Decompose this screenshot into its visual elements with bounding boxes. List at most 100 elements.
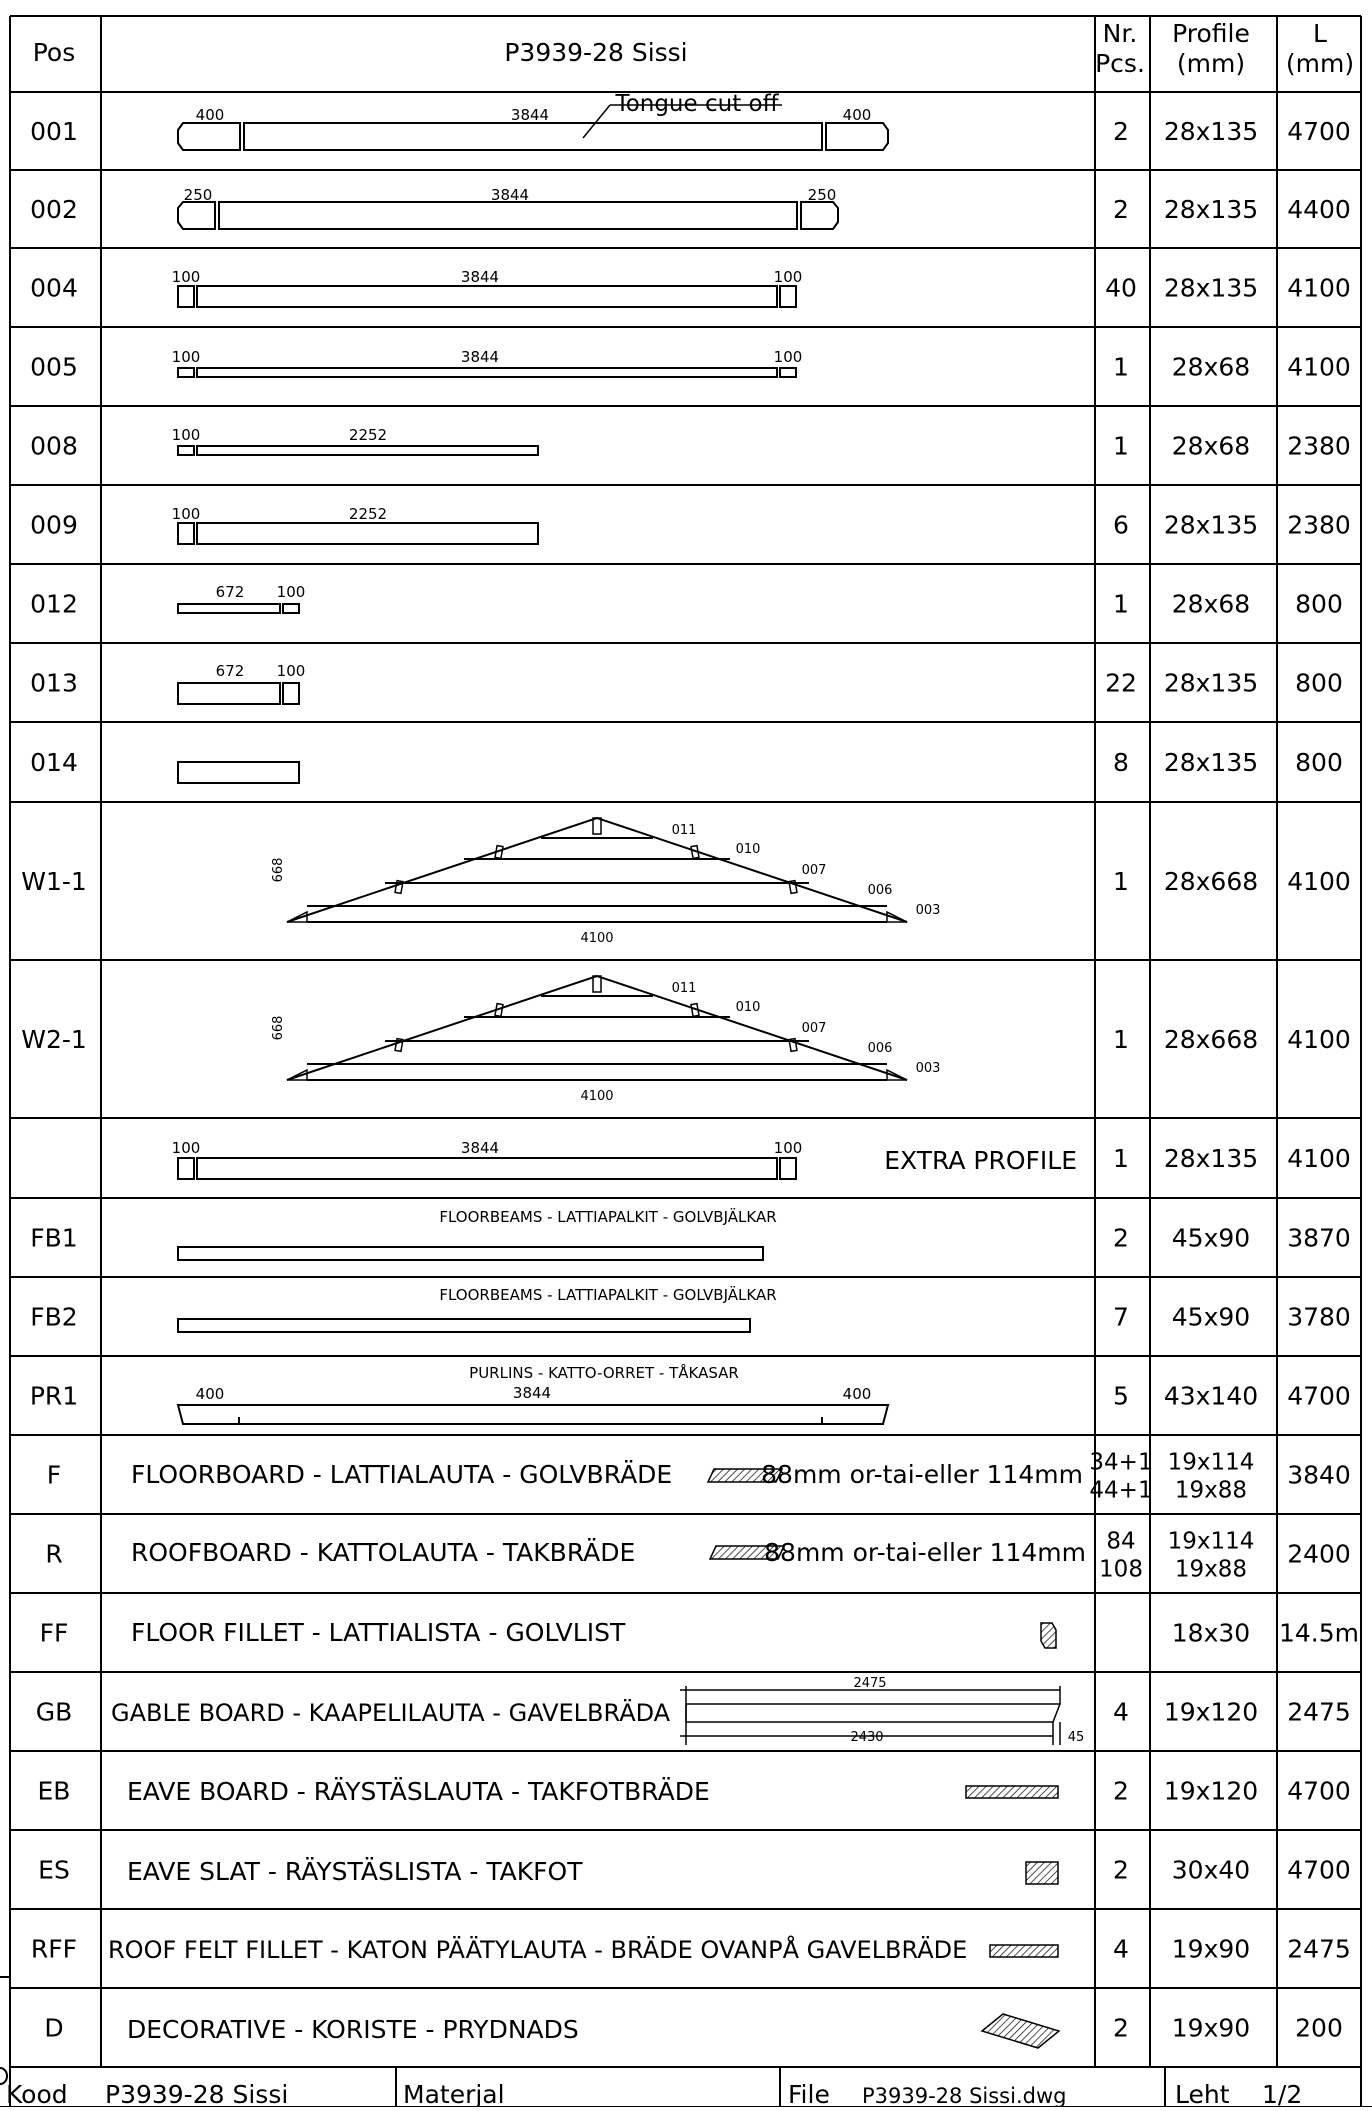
dim-label: 400: [196, 106, 225, 124]
row-pos: FB2: [30, 1303, 77, 1332]
part-label: 006: [868, 883, 893, 898]
eave-board-desc: EAVE BOARD - RÄYSTÄSLAUTA - TAKFOTBRÄDE: [127, 1777, 710, 1806]
row-pos: 009: [30, 511, 78, 540]
row-pcs: 2: [1113, 117, 1129, 146]
row-pcs: 22: [1105, 669, 1137, 698]
row-profile: 19x114: [1168, 1529, 1255, 1555]
dim-label: 3844: [511, 106, 549, 124]
row-pos: 001: [30, 117, 78, 146]
board-drawing-012: [177, 603, 300, 614]
table-grid: [0, 15, 1372, 2108]
row-pcs: 1: [1113, 1144, 1129, 1173]
eave-slat-section-icon: [1025, 1861, 1059, 1885]
part-label: 011: [672, 981, 697, 996]
decorative-section-icon: [980, 2013, 1061, 2049]
dim-label: 672: [216, 583, 245, 601]
gable-board-desc: GABLE BOARD - KAAPELILAUTA - GAVELBRÄDA: [111, 1698, 671, 1727]
truss-width-label: 4100: [580, 1089, 613, 1104]
row-pcs: 1: [1113, 1025, 1129, 1054]
dim-label: 400: [843, 1385, 872, 1403]
row-length: 2475: [1287, 1698, 1351, 1727]
row-profile: 18x30: [1172, 1619, 1250, 1648]
row-length: 2475: [1287, 1935, 1351, 1964]
row-profile: 19x90: [1172, 1935, 1250, 1964]
dim-label: 3844: [461, 348, 499, 366]
row-length: 4100: [1287, 1025, 1351, 1054]
purlin-drawing-pr1: [176, 1404, 890, 1425]
row-pos: W2-1: [21, 1025, 87, 1054]
floorboard-desc: FLOORBOARD - LATTIALAUTA - GOLVBRÄDE: [131, 1460, 672, 1489]
part-label: 007: [802, 1021, 827, 1036]
row-profile: 28x68: [1172, 353, 1250, 382]
eave-slat-desc: EAVE SLAT - RÄYSTÄSLISTA - TAKFOT: [127, 1857, 583, 1886]
row-pcs: 40: [1105, 274, 1137, 303]
dim-label: 3844: [461, 1139, 499, 1157]
row-length: 2380: [1287, 511, 1351, 540]
header-nr: Nr.: [1103, 19, 1138, 48]
beam-drawing-fb2: [177, 1318, 751, 1333]
row-profile: 28x135: [1164, 748, 1258, 777]
row-pos: 013: [30, 669, 78, 698]
row-pos: 004: [30, 274, 78, 303]
row-length: 4100: [1287, 1144, 1351, 1173]
row-length: 3780: [1287, 1303, 1351, 1332]
row-pcs: 108: [1099, 1557, 1143, 1583]
header-length-unit: (mm): [1286, 49, 1354, 78]
dim-label: 100: [774, 1139, 803, 1157]
part-label: 003: [916, 1061, 941, 1076]
floorboard-width-note: 88mm or-tai-eller 114mm: [761, 1460, 1083, 1489]
row-profile: 28x135: [1164, 117, 1258, 146]
truss-height-label: 668: [271, 858, 286, 883]
dim-label: 3844: [513, 1384, 551, 1402]
row-pos: D: [44, 2014, 63, 2043]
part-label: 010: [736, 842, 761, 857]
board-drawing-008: [177, 445, 539, 456]
roof-felt-fillet-desc: ROOF FELT FILLET - KATON PÄÄTYLAUTA - BR…: [108, 1935, 967, 1964]
dim-label: 2475: [853, 1676, 886, 1691]
drawing-labels: 400 3844 400 Tongue cut off 250 3844 250…: [108, 91, 1086, 2044]
dim-label: 100: [172, 426, 201, 444]
row-profile: 45x90: [1172, 1303, 1250, 1332]
floor-fillet-section-icon: [1040, 1622, 1057, 1649]
drawings: [0, 104, 1062, 2085]
row-pos: 014: [30, 748, 78, 777]
row-pcs: 1: [1113, 590, 1129, 619]
row-pcs: 1: [1113, 353, 1129, 382]
row-pos: FF: [40, 1619, 69, 1648]
dim-label: 100: [172, 268, 201, 286]
row-length: 4400: [1287, 195, 1351, 224]
row-pcs: 5: [1113, 1382, 1129, 1411]
row-length: 4100: [1287, 353, 1351, 382]
footer-leht: 1/2: [1262, 2080, 1302, 2107]
dim-label: 100: [172, 505, 201, 523]
floor-fillet-desc: FLOOR FILLET - LATTIALISTA - GOLVLIST: [131, 1618, 626, 1647]
row-profile: 19x114: [1168, 1450, 1255, 1476]
header-length: L: [1313, 19, 1327, 48]
row-pos: 002: [30, 195, 78, 224]
row-profile: 19x88: [1175, 1557, 1247, 1583]
board-drawing-005: [177, 367, 797, 378]
part-label: 010: [736, 1000, 761, 1015]
dim-label: 100: [774, 348, 803, 366]
board-drawing-009: [177, 522, 539, 545]
dim-label: 100: [172, 348, 201, 366]
row-pos: EB: [38, 1777, 71, 1806]
row-pcs: 1: [1113, 432, 1129, 461]
decorative-desc: DECORATIVE - KORISTE - PRYDNADS: [127, 2015, 579, 2044]
extra-profile-label: EXTRA PROFILE: [884, 1146, 1077, 1175]
row-profile: 28x135: [1164, 195, 1258, 224]
row-length: 3840: [1287, 1461, 1351, 1490]
header-profile-unit: (mm): [1177, 49, 1245, 78]
table-header: Pos P3939-28 Sissi Nr. Pcs. Profile (mm)…: [33, 19, 1354, 78]
row-profile: 30x40: [1172, 1856, 1250, 1885]
footer-file-label: File: [788, 2080, 830, 2107]
row-pcs: 34+1: [1089, 1450, 1152, 1476]
row-profile: 19x120: [1164, 1777, 1258, 1806]
dim-label: 250: [808, 186, 837, 204]
row-length: 3870: [1287, 1224, 1351, 1253]
part-label: 003: [916, 903, 941, 918]
footer-kood: P3939-28 Sissi: [105, 2080, 288, 2107]
truss-width-label: 4100: [580, 931, 613, 946]
beam-drawing-fb1: [177, 1246, 764, 1261]
